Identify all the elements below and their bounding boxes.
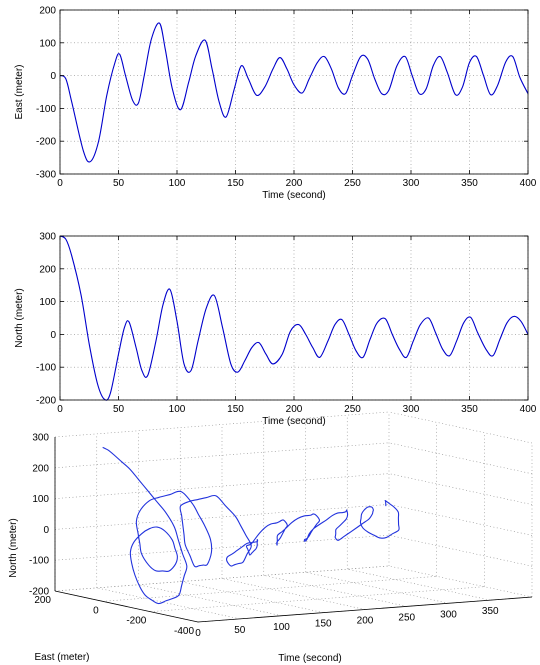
3d-north-tick-label: 200 (32, 463, 49, 474)
east-ytick-label: -100 (36, 104, 56, 115)
north-xtick-label: 50 (113, 404, 125, 415)
east-ytick-label: 200 (39, 6, 56, 17)
3d-ylabel: East (meter) (34, 652, 89, 663)
east-xtick-label: 250 (344, 178, 361, 189)
east-plot-xlabel: Time (second) (262, 190, 326, 201)
3d-box-grid (54, 411, 533, 623)
north-xtick-label: 400 (520, 404, 537, 415)
north-ytick-label: -100 (36, 363, 56, 374)
north-xtick-label: 150 (227, 404, 244, 415)
east-xtick-label: 300 (403, 178, 420, 189)
north-series-line (59, 235, 529, 401)
north-xtick-label: 350 (461, 404, 478, 415)
3d-time-tick-label: 300 (440, 609, 457, 620)
3d-ticks: 0 50 100 150 200 250 300 350-400-2000200-200-10… (29, 433, 499, 640)
north-xtick-label: 250 (344, 404, 361, 415)
3d-backwall-hgrid (388, 442, 533, 475)
3d-east-tick-label: -200 (126, 616, 146, 627)
3d-xlabel: Time (second) (278, 653, 342, 664)
3d-backwall-hgrid (388, 565, 533, 598)
north-vs-time-plot: 0 50 100 150 200 250 300 350 400 -200 -100 0 100 200 3… (14, 232, 537, 428)
3d-east-tick-label: -400 (174, 626, 194, 637)
north-xtick-label: 0 (57, 404, 63, 415)
trajectory-3d-plot: 0 50 100 150 200 250 300 350-400-2000200-200-10… (8, 411, 533, 664)
north-ytick-label: 300 (39, 232, 56, 243)
north-xtick-label: 200 (286, 404, 303, 415)
east-xtick-label: 200 (286, 178, 303, 189)
3d-floor-egrid (102, 576, 437, 602)
3d-backwall-hgrid (388, 534, 533, 567)
3d-east-axis (54, 590, 199, 623)
north-ytick-label: 100 (39, 297, 56, 308)
east-ytick-label: 0 (50, 71, 56, 82)
3d-floor-tgrid (305, 571, 449, 604)
east-xtick-label: 100 (169, 178, 186, 189)
north-ytick-label: 200 (39, 264, 56, 275)
north-plot-xlabel: Time (second) (262, 416, 326, 427)
3d-north-tick-label: 0 (43, 525, 49, 536)
3d-floor-egrid (150, 586, 485, 612)
3d-time-tick-label: 50 (234, 625, 246, 636)
3d-time-tick-label: 150 (315, 619, 332, 630)
east-plot-ylabel: East (meter) (14, 64, 25, 119)
3d-floor-tgrid (263, 575, 407, 607)
3d-north-tick-label: -200 (29, 587, 49, 598)
3d-time-tick-label: 100 (273, 622, 290, 633)
east-xtick-label: 0 (57, 178, 63, 189)
east-ytick-label: -300 (36, 170, 56, 181)
north-plot-grid (59, 235, 529, 401)
east-plot-ticks: 0 50 100 150 200 250 300 350 400 -300 -200 -100 0 100… (36, 6, 537, 190)
3d-north-tick-label: 300 (32, 433, 49, 444)
3d-floor-tgrid (347, 568, 491, 601)
east-ytick-label: -200 (36, 137, 56, 148)
east-xtick-label: 50 (113, 178, 125, 189)
east-xtick-label: 150 (227, 178, 244, 189)
north-plot-ylabel: North (meter) (14, 288, 25, 347)
east-vs-time-plot: 0 50 100 150 200 250 300 350 400 -300 -200 -100 0 100… (14, 6, 537, 202)
3d-backwall-hgrid (388, 504, 533, 536)
3d-time-tick-label: 200 (357, 616, 374, 627)
east-ytick-label: 100 (39, 38, 56, 49)
trajectory-3d-line (102, 446, 400, 605)
3d-sidewall-hgrid (54, 534, 390, 561)
3d-sidewall-hgrid (54, 411, 390, 438)
3d-backwall-hgrid (388, 473, 533, 505)
north-xtick-label: 100 (169, 404, 186, 415)
north-ytick-label: 0 (50, 330, 56, 341)
north-xtick-label: 300 (403, 404, 420, 415)
north-plot-ticks: 0 50 100 150 200 250 300 350 400 -200 -100 0 100 200 3… (36, 232, 537, 416)
north-ytick-label: -200 (36, 396, 56, 407)
3d-zlabel: North (meter) (8, 518, 19, 577)
3d-time-tick-label: 0 (195, 628, 201, 639)
east-xtick-label: 350 (461, 178, 478, 189)
3d-backwall-hgrid (388, 411, 533, 444)
3d-north-tick-label: 100 (32, 494, 49, 505)
3d-sidewall-hgrid (54, 473, 390, 499)
east-xtick-label: 400 (520, 178, 537, 189)
3d-time-tick-label: 350 (482, 606, 499, 617)
3d-time-axis (197, 596, 533, 623)
3d-time-tick-label: 250 (398, 612, 415, 623)
3d-east-tick-label: 200 (34, 595, 51, 606)
3d-north-tick-label: -100 (29, 556, 49, 567)
3d-east-tick-label: 0 (93, 605, 99, 616)
east-series-line (59, 22, 529, 163)
